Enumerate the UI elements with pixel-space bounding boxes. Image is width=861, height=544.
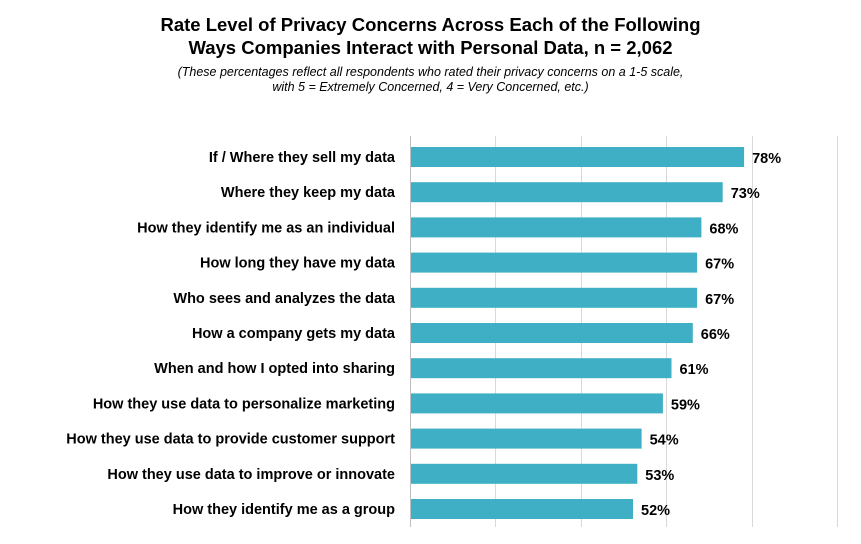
bar-2 bbox=[411, 182, 723, 203]
category-label-2: Where they keep my data bbox=[221, 185, 396, 201]
value-label-11: 52% bbox=[641, 503, 670, 519]
category-label-7: When and how I opted into sharing bbox=[154, 361, 395, 377]
category-label-1: If / Where they sell my data bbox=[209, 150, 396, 166]
bar-11 bbox=[411, 499, 633, 519]
value-label-4: 67% bbox=[705, 257, 734, 273]
value-label-5: 67% bbox=[705, 292, 734, 308]
bar-4 bbox=[411, 252, 698, 273]
chart-subtitle-line-1: (These percentages reflect all responden… bbox=[177, 65, 684, 79]
value-label-8: 59% bbox=[671, 397, 700, 413]
category-label-11: How they identify me as a group bbox=[173, 502, 396, 518]
category-label-3: How they identify me as an individual bbox=[137, 220, 395, 236]
value-label-1: 78% bbox=[752, 151, 781, 167]
bar-7 bbox=[411, 358, 672, 379]
category-label-5: Who sees and analyzes the data bbox=[173, 291, 396, 307]
bar-6 bbox=[411, 323, 693, 343]
chart-title-line-2: Ways Companies Interact with Personal Da… bbox=[188, 37, 673, 58]
bar-3 bbox=[411, 217, 702, 238]
category-label-9: How they use data to provide customer su… bbox=[66, 432, 395, 448]
category-label-4: How long they have my data bbox=[200, 256, 396, 272]
bar-10 bbox=[411, 463, 638, 484]
value-label-9: 54% bbox=[650, 433, 679, 449]
chart-title: Rate Level of Privacy Concerns Across Ea… bbox=[0, 13, 861, 59]
value-label-6: 66% bbox=[701, 327, 730, 343]
chart-title-line-1: Rate Level of Privacy Concerns Across Ea… bbox=[160, 14, 701, 35]
chart-subtitle-line-2: with 5 = Extremely Concerned, 4 = Very C… bbox=[272, 80, 589, 94]
category-label-6: How a company gets my data bbox=[192, 326, 396, 342]
bar-5 bbox=[411, 287, 698, 308]
value-label-2: 73% bbox=[731, 186, 760, 202]
bar-1 bbox=[411, 147, 745, 167]
value-label-3: 68% bbox=[709, 221, 738, 237]
category-label-10: How they use data to improve or innovate bbox=[107, 467, 395, 483]
bar-8 bbox=[411, 393, 663, 414]
value-label-7: 61% bbox=[680, 362, 709, 378]
category-label-8: How they use data to personalize marketi… bbox=[93, 396, 395, 412]
chart-subtitle: (These percentages reflect all responden… bbox=[0, 65, 861, 95]
bar-9 bbox=[411, 428, 642, 449]
value-label-10: 53% bbox=[645, 468, 674, 484]
